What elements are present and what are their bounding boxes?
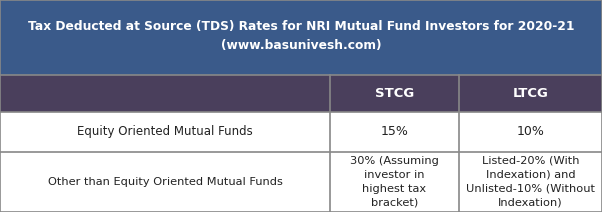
Bar <box>459 112 602 152</box>
Bar <box>330 112 459 152</box>
Bar <box>330 152 459 212</box>
Bar <box>0 75 330 112</box>
Bar <box>459 75 602 112</box>
Text: STCG: STCG <box>374 87 414 100</box>
Text: LTCG: LTCG <box>512 87 548 100</box>
Bar <box>0 112 330 152</box>
Text: Equity Oriented Mutual Funds: Equity Oriented Mutual Funds <box>77 126 253 138</box>
Text: Listed-20% (With
Indexation) and
Unlisted-10% (Without
Indexation): Listed-20% (With Indexation) and Unliste… <box>466 156 595 208</box>
Text: Other than Equity Oriented Mutual Funds: Other than Equity Oriented Mutual Funds <box>48 177 282 187</box>
Text: 30% (Assuming
investor in
highest tax
bracket): 30% (Assuming investor in highest tax br… <box>350 156 439 208</box>
Text: 15%: 15% <box>380 126 408 138</box>
Bar <box>330 75 459 112</box>
Bar <box>0 0 602 75</box>
Bar <box>459 152 602 212</box>
Text: Tax Deducted at Source (TDS) Rates for NRI Mutual Fund Investors for 2020-21
(ww: Tax Deducted at Source (TDS) Rates for N… <box>28 20 574 52</box>
Bar <box>0 152 330 212</box>
Text: 10%: 10% <box>517 126 544 138</box>
